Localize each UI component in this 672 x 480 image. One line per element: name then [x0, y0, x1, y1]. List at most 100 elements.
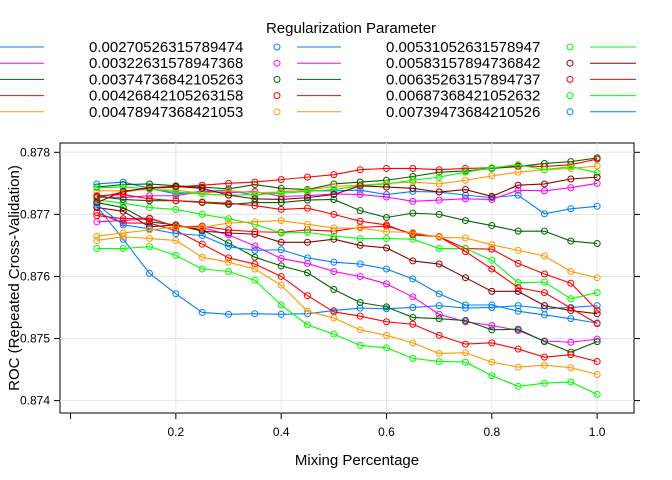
data-point [514, 186, 522, 194]
data-point [461, 248, 469, 256]
plot-frame [59, 142, 635, 414]
data-point [172, 190, 180, 198]
data-point [409, 313, 417, 321]
data-point [488, 301, 496, 309]
data-point [225, 310, 233, 318]
data-point [514, 284, 522, 292]
legend-label: 0.00478947368421053 [89, 104, 243, 121]
series-line [96, 246, 598, 395]
data-point [435, 245, 443, 253]
data-point [146, 197, 154, 205]
legend-point [566, 59, 574, 67]
data-point [119, 207, 127, 215]
data-point [435, 349, 443, 357]
data-point [567, 315, 575, 323]
data-point [304, 220, 312, 228]
data-point [304, 292, 312, 300]
legend: 0.002705263157894740.003226315789473680.… [0, 39, 636, 121]
data-point [540, 210, 548, 218]
data-point [382, 305, 390, 313]
data-point [146, 184, 154, 192]
data-point [382, 193, 390, 201]
data-point [225, 219, 233, 227]
data-point [409, 176, 417, 184]
data-point [540, 252, 548, 260]
data-point [277, 217, 285, 225]
data-point [540, 289, 548, 297]
data-point [356, 299, 364, 307]
data-point [225, 215, 233, 223]
data-point [251, 310, 259, 318]
series-line [96, 207, 598, 315]
series-line [96, 157, 598, 191]
data-point [540, 270, 548, 278]
data-point [514, 181, 522, 189]
data-point [172, 251, 180, 259]
data-point [225, 187, 233, 195]
data-point [146, 243, 154, 251]
data-point [593, 306, 601, 314]
data-point [461, 340, 469, 348]
data-point [461, 301, 469, 309]
data-point [251, 260, 259, 268]
series-16 [93, 173, 601, 207]
data-point [119, 245, 127, 253]
series-19 [93, 217, 601, 282]
data-point [435, 180, 443, 188]
data-point [409, 257, 417, 265]
data-point [356, 326, 364, 334]
data-point [382, 221, 390, 229]
data-point [435, 357, 443, 365]
data-point [540, 311, 548, 319]
data-point [409, 228, 417, 236]
data-point [435, 173, 443, 181]
data-point [567, 304, 575, 312]
data-point [382, 228, 390, 236]
data-point [514, 325, 522, 333]
data-point [277, 281, 285, 289]
data-point [251, 253, 259, 261]
data-point [461, 168, 469, 176]
data-point [330, 258, 338, 266]
legend-point [566, 75, 574, 83]
data-point [540, 361, 548, 369]
data-point [251, 265, 259, 273]
data-point [356, 207, 364, 215]
data-point [514, 382, 522, 390]
data-point [330, 191, 338, 199]
data-point [435, 210, 443, 218]
legend-point [566, 108, 574, 116]
legend-point [566, 92, 574, 100]
data-point [356, 241, 364, 249]
data-point [225, 191, 233, 199]
y-tick-label: 0.874 [20, 394, 50, 408]
data-point [146, 226, 154, 234]
data-point [593, 289, 601, 297]
series-6 [93, 204, 601, 318]
data-point [304, 228, 312, 236]
data-point [540, 302, 548, 310]
legend-point [273, 43, 281, 51]
data-point [330, 171, 338, 179]
y-tick-label: 0.878 [20, 145, 50, 159]
data-point [304, 269, 312, 277]
x-axis: 0.2 0.4 0.6 0.8 1.0 [70, 413, 606, 439]
data-point [567, 237, 575, 245]
data-point [277, 199, 285, 207]
data-point [593, 274, 601, 282]
data-point [172, 223, 180, 231]
data-point [540, 278, 548, 286]
data-point [330, 232, 338, 240]
data-point [93, 212, 101, 220]
data-point [330, 210, 338, 218]
data-point [514, 191, 522, 199]
data-point [330, 186, 338, 194]
data-point [304, 196, 312, 204]
x-axis-label: Mixing Percentage [295, 452, 419, 469]
series-line [96, 205, 598, 315]
data-point [277, 229, 285, 237]
data-point [356, 341, 364, 349]
data-point [330, 330, 338, 338]
x-tick-label: 0.2 [168, 425, 185, 439]
